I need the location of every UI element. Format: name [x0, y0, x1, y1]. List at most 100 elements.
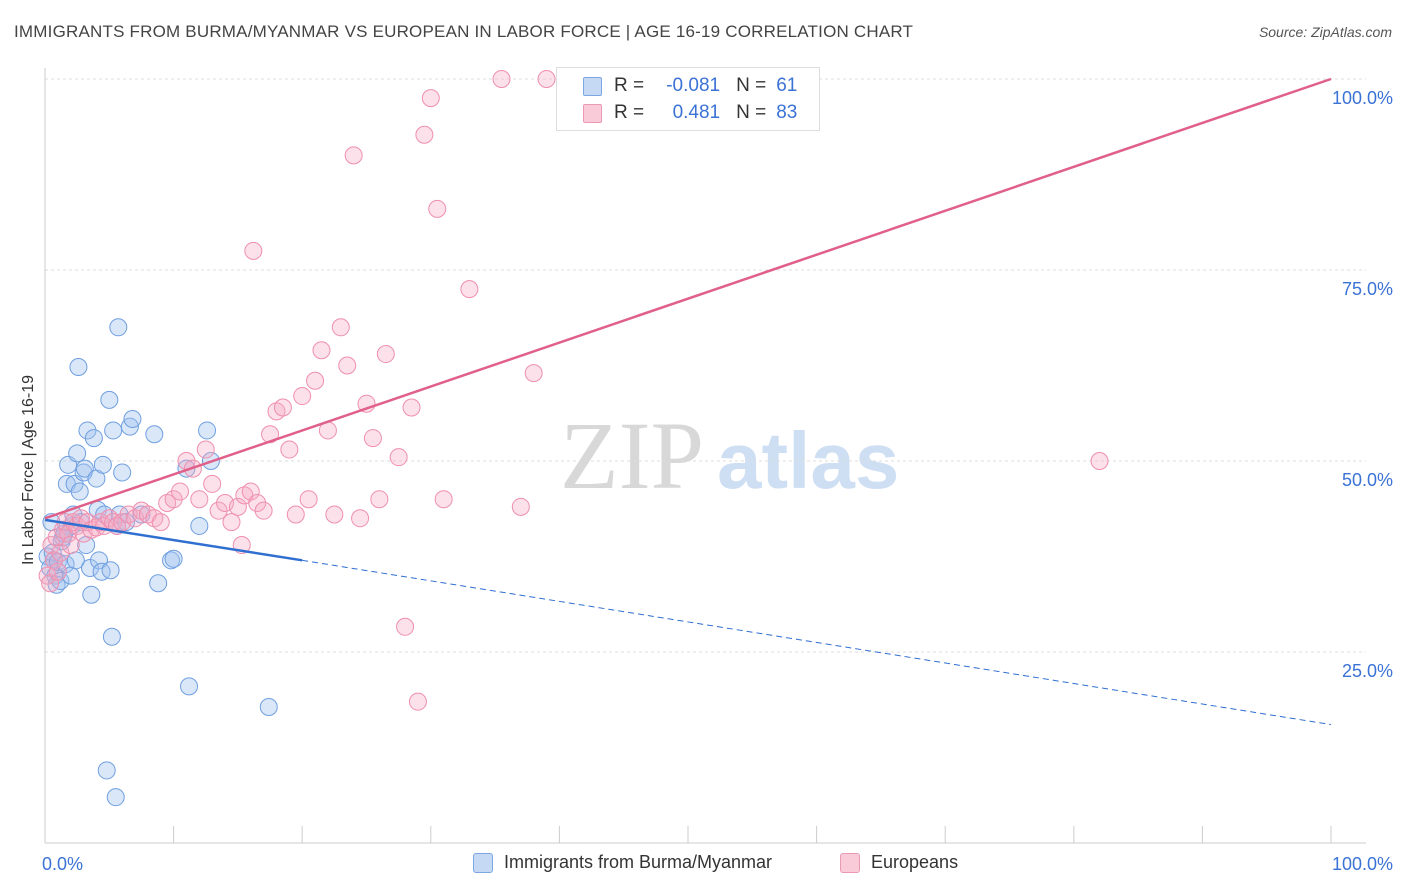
burma-point — [180, 677, 199, 696]
axes — [44, 68, 1366, 844]
burma-point — [113, 463, 132, 482]
europeans-point — [273, 398, 292, 417]
legend-r-value: 0.481 — [672, 102, 721, 123]
burma-point — [56, 555, 75, 574]
europeans-point — [351, 509, 370, 528]
europeans-point — [48, 562, 67, 581]
burma-point — [145, 425, 164, 444]
europeans-point — [325, 505, 344, 524]
europeans-point — [460, 280, 479, 299]
y-tick-label: 25.0% — [1342, 661, 1393, 681]
source-note: Source: ZipAtlas.com — [1258, 24, 1392, 40]
bottom-legend-burma: Immigrants from Burma/Myanmar — [473, 852, 772, 873]
burma-point — [84, 429, 103, 448]
europeans-trend-line — [44, 77, 1332, 520]
watermark-zip: ZIP — [560, 402, 704, 509]
europeans-point — [389, 448, 408, 467]
europeans-point — [151, 513, 170, 532]
legend-n-value: 83 — [776, 102, 798, 123]
gridlines — [45, 78, 1366, 653]
europeans-point — [338, 356, 357, 375]
watermark: ZIP atlas — [560, 402, 899, 509]
europeans-point — [293, 387, 312, 406]
burma-point — [93, 455, 112, 474]
burma-point — [106, 788, 125, 807]
burma-point — [69, 358, 88, 377]
x-tick-label: 0.0% — [42, 854, 83, 874]
europeans-point — [363, 429, 382, 448]
europeans-point — [261, 425, 280, 444]
europeans-point — [511, 497, 530, 516]
burma-point — [90, 551, 109, 570]
europeans-point — [537, 70, 556, 88]
legend-r-value: -0.081 — [666, 75, 721, 96]
burma-point — [149, 574, 168, 593]
europeans-point — [408, 692, 427, 711]
europeans-point — [45, 551, 64, 570]
europeans-point — [190, 490, 209, 509]
europeans-point — [171, 482, 190, 501]
burma-legend-swatch — [473, 852, 493, 873]
burma-point — [101, 561, 120, 580]
burma-point — [82, 585, 101, 604]
europeans-point — [248, 494, 267, 513]
europeans-point — [415, 125, 434, 144]
europeans-legend-label: Europeans — [871, 852, 959, 872]
europeans-point — [524, 364, 543, 383]
burma-point — [68, 444, 87, 463]
burma-trend-extension — [302, 559, 1332, 726]
burma-point — [75, 459, 94, 478]
burma-trend-line — [44, 518, 303, 562]
europeans-point — [280, 440, 299, 459]
correlation-legend: R = -0.081 N = 61 R = 0.481 N = 83 — [556, 67, 820, 131]
burma-point — [109, 318, 128, 337]
y-tick-label: 50.0% — [1342, 470, 1393, 490]
y-tick-label: 75.0% — [1342, 279, 1393, 299]
chart-title: IMMIGRANTS FROM BURMA/MYANMAR VS EUROPEA… — [14, 22, 914, 41]
europeans-point — [492, 70, 511, 88]
legend-n-label: N = — [736, 102, 767, 123]
europeans-point — [306, 371, 325, 390]
legend-n-value: 61 — [776, 75, 798, 96]
burma-point — [164, 549, 183, 568]
europeans-point — [61, 536, 80, 555]
europeans-point — [164, 490, 183, 509]
europeans-point — [312, 341, 331, 360]
tick-labels: 25.0% 50.0% 75.0% 100.0% 0.0% 100.0% — [42, 88, 1393, 874]
burma-point — [81, 558, 100, 577]
europeans-point — [396, 617, 415, 636]
burma-point — [198, 421, 217, 440]
legend-n-label: N = — [736, 75, 767, 96]
europeans-point — [299, 490, 318, 509]
legend-row-burma: R = -0.081 N = 61 — [583, 73, 797, 99]
data-points — [38, 70, 1109, 807]
x-tick-label: 100.0% — [1332, 854, 1393, 874]
burma-point — [177, 459, 196, 478]
y-tick-label: 100.0% — [1332, 88, 1393, 108]
europeans-point — [47, 528, 66, 547]
europeans-point — [376, 345, 395, 364]
europeans-point — [434, 490, 453, 509]
europeans-point — [228, 497, 247, 516]
burma-swatch — [583, 76, 602, 96]
burma-point — [100, 390, 119, 409]
europeans-point — [421, 89, 440, 108]
burma-point — [97, 761, 116, 780]
europeans-point — [203, 474, 222, 493]
europeans-point — [402, 398, 421, 417]
burma-legend-label: Immigrants from Burma/Myanmar — [504, 852, 773, 872]
europeans-point — [241, 482, 260, 501]
europeans-point — [286, 505, 305, 524]
europeans-point — [254, 501, 273, 520]
legend-r-label: R = — [614, 102, 645, 123]
europeans-point — [196, 440, 215, 459]
europeans-point — [428, 199, 447, 218]
burma-point — [102, 627, 121, 646]
legend-r-label: R = — [614, 75, 645, 96]
burma-point — [190, 516, 209, 535]
europeans-swatch — [583, 103, 602, 123]
burma-point — [92, 562, 111, 581]
burma-point — [104, 421, 123, 440]
europeans-point — [1090, 452, 1109, 470]
europeans-point — [51, 543, 70, 562]
